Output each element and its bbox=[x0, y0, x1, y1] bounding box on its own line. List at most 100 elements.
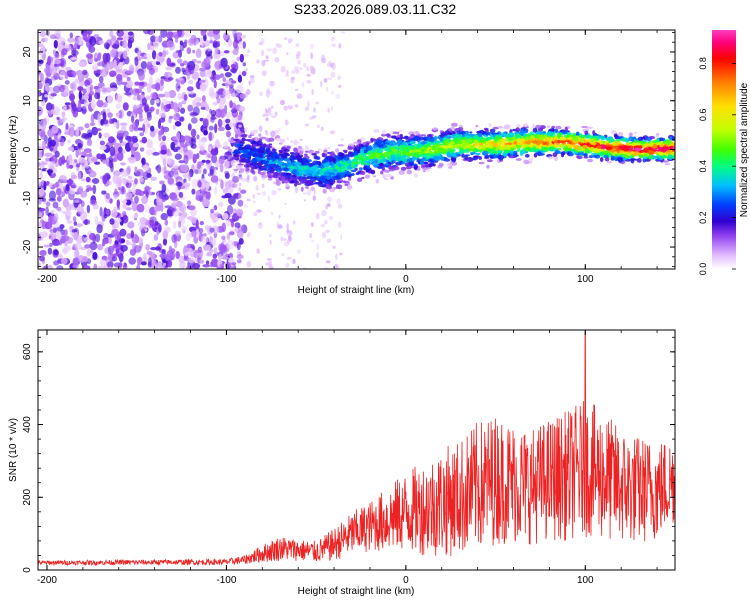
signal-speck bbox=[284, 158, 291, 161]
signal-speck bbox=[639, 145, 643, 149]
noise-speck bbox=[246, 50, 250, 54]
noise-speck bbox=[81, 236, 86, 244]
noise-speck bbox=[48, 214, 53, 225]
noise-speck bbox=[157, 93, 166, 98]
signal-speck bbox=[555, 125, 562, 130]
noise-speck bbox=[159, 180, 165, 185]
noise-speck bbox=[38, 198, 42, 205]
noise-speck bbox=[309, 233, 313, 239]
noise-speck bbox=[280, 99, 285, 106]
noise-speck bbox=[92, 184, 97, 195]
signal-speck bbox=[345, 174, 353, 177]
noise-speck bbox=[88, 170, 97, 178]
noise-speck bbox=[178, 49, 183, 58]
noise-speck bbox=[202, 264, 211, 268]
signal-speck bbox=[285, 182, 289, 188]
noise-speck bbox=[53, 39, 58, 49]
noise-speck bbox=[232, 175, 240, 184]
noise-speck bbox=[98, 220, 104, 225]
noise-speck bbox=[115, 248, 120, 255]
noise-speck bbox=[73, 231, 79, 241]
signal-speck bbox=[547, 156, 554, 159]
noise-speck bbox=[221, 155, 225, 162]
signal-speck bbox=[447, 132, 452, 136]
noise-speck bbox=[186, 47, 192, 55]
noise-speck bbox=[290, 38, 293, 42]
signal-speck bbox=[609, 138, 615, 143]
noise-speck bbox=[293, 66, 299, 72]
noise-speck bbox=[327, 107, 330, 113]
noise-speck bbox=[285, 262, 290, 268]
noise-speck bbox=[195, 229, 200, 239]
noise-speck bbox=[209, 91, 218, 99]
signal-speck bbox=[294, 152, 299, 156]
noise-speck bbox=[162, 238, 168, 246]
signal-speck bbox=[377, 158, 384, 164]
noise-speck bbox=[303, 63, 307, 68]
noise-speck bbox=[243, 204, 249, 209]
noise-speck bbox=[65, 122, 69, 130]
signal-speck bbox=[260, 150, 265, 154]
signal-speck bbox=[659, 144, 663, 148]
signal-speck bbox=[443, 157, 448, 160]
noise-speck bbox=[283, 241, 290, 247]
noise-speck bbox=[154, 36, 159, 42]
signal-speck bbox=[462, 139, 467, 145]
noise-speck bbox=[145, 244, 150, 251]
signal-speck bbox=[559, 143, 565, 148]
signal-speck bbox=[342, 149, 348, 152]
noise-speck bbox=[131, 121, 139, 130]
signal-speck bbox=[566, 132, 572, 136]
signal-speck bbox=[434, 153, 440, 157]
signal-speck bbox=[373, 128, 380, 133]
signal-speck bbox=[365, 157, 371, 160]
signal-speck bbox=[420, 148, 427, 152]
noise-speck bbox=[50, 93, 57, 97]
noise-speck bbox=[117, 151, 124, 161]
signal-speck bbox=[469, 151, 476, 155]
noise-speck bbox=[136, 50, 142, 57]
noise-speck bbox=[125, 192, 133, 199]
signal-speck bbox=[420, 164, 426, 169]
noise-speck bbox=[78, 71, 82, 78]
noise-speck bbox=[271, 211, 274, 216]
noise-speck bbox=[155, 246, 161, 251]
noise-speck bbox=[127, 40, 133, 49]
y-tick-label: -10 bbox=[22, 191, 33, 206]
signal-speck bbox=[501, 132, 507, 137]
noise-speck bbox=[96, 244, 104, 251]
signal-speck bbox=[319, 171, 325, 176]
signal-speck bbox=[406, 144, 414, 147]
noise-speck bbox=[177, 93, 182, 100]
signal-speck bbox=[283, 179, 289, 184]
signal-speck bbox=[302, 192, 307, 195]
signal-speck bbox=[443, 132, 449, 136]
signal-speck bbox=[275, 178, 280, 182]
noise-speck bbox=[202, 118, 209, 129]
noise-speck bbox=[237, 114, 242, 121]
signal-speck bbox=[268, 163, 276, 168]
signal-speck bbox=[564, 126, 568, 132]
noise-speck bbox=[102, 52, 109, 63]
noise-speck bbox=[317, 148, 322, 151]
y-tick-label: 20 bbox=[22, 46, 33, 58]
noise-speck bbox=[244, 54, 249, 57]
noise-speck bbox=[134, 88, 143, 94]
noise-speck bbox=[192, 263, 201, 269]
noise-speck bbox=[226, 239, 235, 250]
noise-speck bbox=[321, 209, 327, 217]
signal-speck bbox=[580, 137, 584, 143]
signal-speck bbox=[370, 137, 374, 143]
signal-speck bbox=[284, 162, 291, 165]
signal-speck bbox=[419, 141, 426, 145]
signal-speck bbox=[406, 147, 410, 153]
signal-speck bbox=[321, 152, 326, 158]
noise-speck bbox=[226, 130, 231, 138]
noise-speck bbox=[133, 245, 142, 253]
noise-speck bbox=[103, 132, 110, 138]
signal-speck bbox=[244, 145, 250, 148]
signal-speck bbox=[400, 166, 407, 171]
noise-speck bbox=[160, 213, 168, 221]
signal-speck bbox=[593, 133, 599, 137]
noise-speck bbox=[198, 80, 203, 84]
